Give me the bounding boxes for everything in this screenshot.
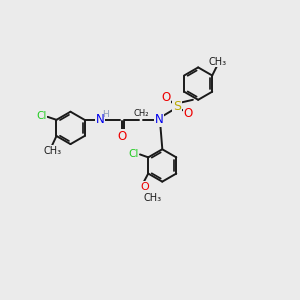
Text: O: O [140,182,149,192]
Text: H: H [102,110,109,119]
Text: Cl: Cl [128,149,139,159]
Text: CH₃: CH₃ [44,146,62,156]
Text: Cl: Cl [36,111,46,121]
Text: N: N [95,113,104,126]
Text: O: O [117,130,127,142]
Text: N: N [155,113,164,126]
Text: S: S [173,100,181,113]
Text: CH₂: CH₂ [133,109,149,118]
Text: O: O [161,91,170,104]
Text: O: O [184,106,193,119]
Text: CH₃: CH₃ [208,57,226,67]
Text: CH₃: CH₃ [144,193,162,203]
